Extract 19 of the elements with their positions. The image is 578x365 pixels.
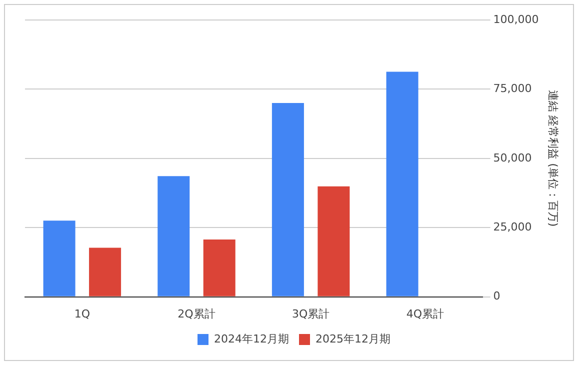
x-tick-label: 2Q累計	[178, 307, 216, 320]
legend-label: 2025年12月期	[316, 332, 390, 346]
bar	[158, 176, 190, 296]
x-tick-label: 1Q	[74, 307, 90, 320]
x-tick-label: 4Q累計	[406, 307, 444, 320]
y-tick-label: 25,000	[493, 220, 532, 234]
y-axis-title: 連結 経常利益 (単位：百万)	[546, 90, 560, 227]
y-tick-label: 75,000	[493, 82, 532, 96]
bar	[89, 248, 122, 296]
y-tick-label: 50,000	[493, 151, 532, 164]
bar	[272, 103, 304, 296]
y-tick-label: 100,000	[493, 12, 539, 26]
legend-label: 2024年12月期	[214, 332, 290, 346]
x-tick-label: 3Q累計	[292, 307, 330, 320]
bar	[318, 186, 350, 296]
y-tick-label: 0	[493, 290, 500, 303]
bar	[43, 220, 76, 296]
bar	[203, 240, 236, 296]
bar	[386, 72, 418, 296]
